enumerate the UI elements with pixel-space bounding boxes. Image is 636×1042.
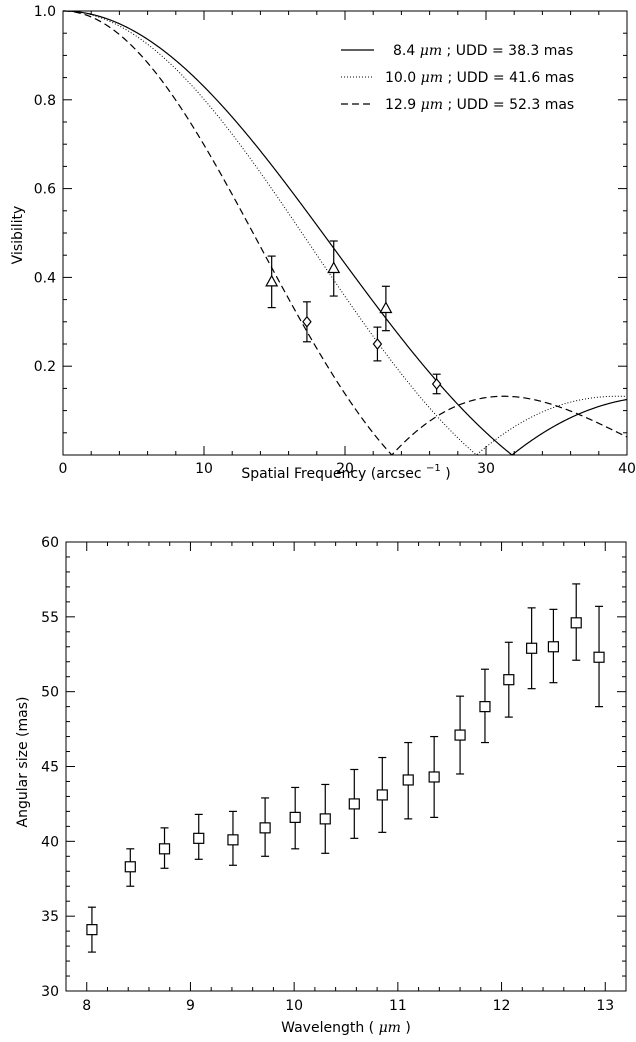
triangle-point	[327, 240, 341, 297]
y-tick-label: 0.4	[34, 270, 56, 286]
x-tick-label: 8	[82, 998, 91, 1014]
x-tick-label: 10	[195, 461, 213, 477]
y-tick-label: 35	[41, 909, 59, 925]
legend-label-1: 8.4 μm ; UDD = 38.3 mas	[393, 43, 573, 59]
diamond-point	[431, 373, 442, 395]
y-tick-label: 30	[41, 984, 59, 1000]
y-axis-title: Visibility	[10, 206, 26, 265]
x-tick-label: 20	[336, 461, 354, 477]
visibility-plot-frame	[62, 10, 628, 456]
x-tick-label: 11	[389, 998, 407, 1014]
x-tick-label: 12	[493, 998, 511, 1014]
x-tick-label: 0	[59, 461, 68, 477]
square-point	[289, 786, 301, 850]
series-line-1	[63, 10, 628, 456]
x-tick-label: 40	[618, 461, 636, 477]
y-tick-label: 0.8	[34, 93, 56, 109]
square-point	[454, 695, 466, 775]
legend-label-3: 12.9 μm ; UDD = 52.3 mas	[385, 97, 574, 113]
square-point	[503, 641, 515, 718]
angular-size-plot-frame	[65, 541, 627, 992]
y-tick-label: 55	[41, 610, 59, 626]
y-tick-label: 0.6	[34, 182, 56, 198]
angular-size-points	[86, 583, 605, 953]
visibility-points	[265, 240, 442, 395]
square-point	[348, 768, 360, 839]
square-point	[570, 583, 582, 661]
square-point	[526, 607, 538, 690]
square-point	[547, 608, 560, 684]
angular-size-ticks: 8 9 10 11 12 13 30 35 40 45 50 55 60	[41, 535, 627, 1014]
y-axis-title-2: Angular size (mas)	[15, 697, 31, 828]
x-axis-title-2: Wavelength ( μm )	[281, 1020, 411, 1036]
y-tick-label: 1.0	[34, 4, 56, 20]
x-tick-label: 30	[477, 461, 495, 477]
square-point	[402, 741, 414, 820]
legend: 8.4 μm ; UDD = 38.3 mas 10.0 μm ; UDD = …	[341, 43, 574, 113]
triangle-point	[379, 285, 393, 332]
x-axis-title: Spatial Frequency (arcsec −1 )	[241, 459, 450, 482]
x-tick-label: 9	[186, 998, 195, 1014]
legend-label-2: 10.0 μm ; UDD = 41.6 mas	[385, 70, 574, 86]
square-point	[193, 813, 205, 860]
square-point	[376, 756, 388, 833]
y-tick-label: 60	[41, 535, 59, 551]
square-point	[124, 848, 136, 887]
visibility-ticks: 0 10 20 30 40 0.2 0.4 0.6 0.8 1.0	[34, 4, 636, 477]
series-line-3	[63, 10, 628, 456]
square-point	[259, 797, 271, 857]
square-point	[479, 668, 491, 744]
square-point	[86, 906, 98, 953]
x-tick-label: 13	[596, 998, 614, 1014]
triangle-point	[265, 255, 279, 309]
square-point	[227, 810, 239, 866]
y-tick-label: 50	[41, 685, 59, 701]
square-point	[158, 827, 171, 869]
y-tick-label: 40	[41, 834, 59, 850]
visibility-curves	[63, 10, 628, 456]
y-tick-label: 0.2	[34, 359, 56, 375]
x-tick-label: 10	[285, 998, 303, 1014]
square-point	[428, 735, 440, 818]
y-tick-label: 45	[41, 760, 59, 776]
angular-size-chart: 8 9 10 11 12 13 30 35 40 45 50 55 60 Wavelength ( μm…	[15, 535, 627, 1036]
diamond-point	[302, 301, 312, 343]
square-point	[593, 605, 605, 708]
square-point	[319, 783, 331, 854]
visibility-chart: 0 10 20 30 40 0.2 0.4 0.6 0.8 1.0 8.4 μm ; UDD = …	[10, 4, 636, 482]
diamond-point	[372, 326, 383, 362]
